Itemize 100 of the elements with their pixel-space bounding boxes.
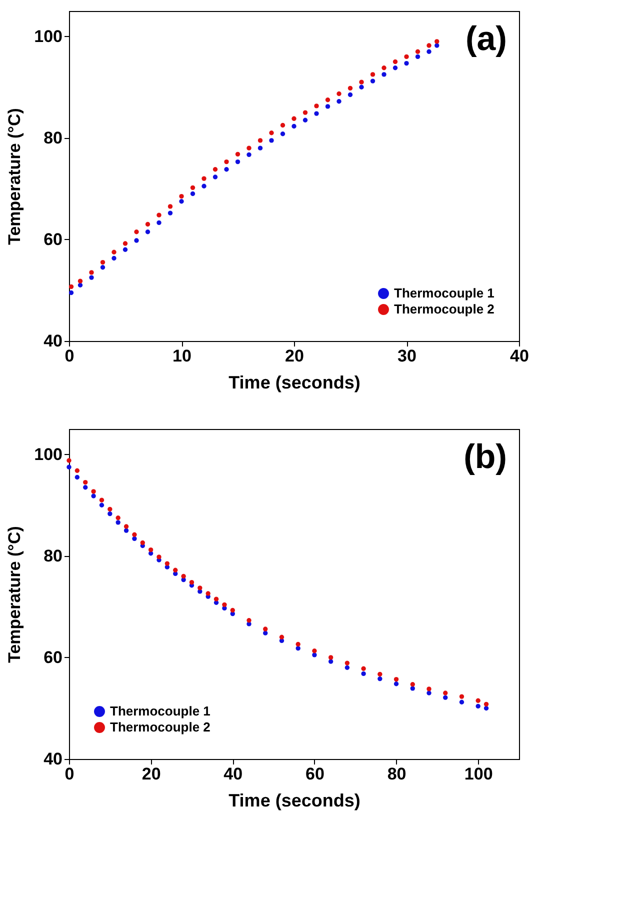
y-tick-label: 60 bbox=[44, 648, 62, 667]
point bbox=[212, 167, 218, 172]
point bbox=[280, 122, 286, 128]
point bbox=[140, 540, 145, 546]
point bbox=[296, 642, 300, 647]
point bbox=[224, 159, 229, 164]
point bbox=[392, 66, 398, 70]
x-tick-label: 0 bbox=[64, 764, 74, 784]
point bbox=[173, 568, 178, 572]
point bbox=[415, 49, 420, 54]
point bbox=[246, 618, 252, 623]
point bbox=[426, 690, 432, 696]
point bbox=[370, 78, 376, 84]
x-tick-label: 40 bbox=[224, 764, 243, 784]
y-axis-title: Temperature (°C) bbox=[5, 526, 24, 663]
point bbox=[190, 191, 196, 196]
point bbox=[74, 468, 80, 473]
point bbox=[434, 43, 440, 48]
point bbox=[325, 104, 330, 109]
x-tick-label: 40 bbox=[510, 346, 529, 366]
point bbox=[91, 494, 96, 498]
point bbox=[100, 260, 106, 265]
point bbox=[348, 86, 353, 91]
point bbox=[122, 241, 128, 246]
x-tick-label: 20 bbox=[285, 346, 304, 366]
point bbox=[246, 146, 252, 150]
point bbox=[361, 666, 366, 671]
x-tick-label: 0 bbox=[64, 346, 74, 366]
point bbox=[99, 498, 104, 502]
point bbox=[68, 284, 74, 290]
point bbox=[145, 230, 150, 234]
point bbox=[108, 511, 112, 516]
y-tick-label: 60 bbox=[44, 230, 62, 249]
point bbox=[394, 676, 399, 682]
x-tick-label: 30 bbox=[398, 346, 416, 366]
point bbox=[89, 270, 94, 275]
y-tick-label: 100 bbox=[34, 26, 62, 46]
point bbox=[116, 520, 120, 525]
point bbox=[359, 80, 364, 84]
x-axis-title: Time (seconds) bbox=[228, 790, 360, 810]
point bbox=[263, 630, 268, 636]
y-axis-title: Temperature (°C) bbox=[5, 108, 24, 245]
point bbox=[83, 480, 88, 485]
point bbox=[348, 92, 353, 98]
point bbox=[168, 210, 173, 216]
legend-label: Thermocouple 1 bbox=[394, 286, 494, 300]
point bbox=[382, 66, 386, 70]
point bbox=[230, 608, 235, 613]
annotation: (b) bbox=[464, 438, 507, 476]
point bbox=[112, 250, 116, 254]
point bbox=[222, 602, 227, 607]
x-tick-label: 10 bbox=[172, 346, 192, 366]
y-tick-label: 40 bbox=[44, 750, 62, 768]
point bbox=[378, 676, 382, 682]
point bbox=[132, 532, 137, 537]
point bbox=[108, 506, 112, 512]
point bbox=[415, 54, 420, 60]
point bbox=[224, 167, 229, 172]
point bbox=[476, 704, 480, 709]
point bbox=[434, 39, 440, 44]
point bbox=[426, 43, 432, 48]
point bbox=[89, 275, 94, 280]
legend-label: Thermocouple 1 bbox=[110, 704, 210, 718]
point bbox=[134, 238, 139, 243]
x-tick-label: 20 bbox=[142, 764, 161, 784]
point bbox=[344, 665, 350, 670]
point bbox=[112, 256, 116, 261]
point bbox=[134, 230, 139, 234]
point bbox=[336, 99, 342, 104]
y-tick-label: 100 bbox=[34, 444, 62, 464]
point bbox=[302, 110, 308, 115]
point bbox=[269, 130, 274, 136]
point bbox=[181, 574, 186, 579]
point bbox=[404, 54, 409, 60]
point bbox=[312, 648, 317, 654]
point bbox=[359, 84, 364, 90]
point bbox=[164, 561, 170, 566]
point bbox=[100, 265, 106, 270]
point bbox=[302, 118, 308, 122]
point bbox=[156, 220, 162, 226]
y-tick-label: 80 bbox=[44, 546, 62, 566]
point bbox=[258, 138, 263, 143]
point bbox=[328, 655, 334, 660]
point bbox=[484, 706, 489, 711]
point bbox=[361, 671, 366, 676]
point bbox=[202, 184, 206, 188]
point bbox=[336, 91, 342, 96]
point bbox=[235, 159, 240, 164]
point bbox=[212, 174, 218, 180]
point bbox=[124, 528, 129, 533]
point bbox=[68, 290, 74, 296]
point bbox=[124, 524, 129, 529]
point bbox=[258, 146, 263, 150]
legend-label: Thermocouple 2 bbox=[394, 302, 494, 316]
point bbox=[214, 596, 219, 602]
point bbox=[296, 646, 300, 651]
legend-label: Thermocouple 2 bbox=[110, 720, 210, 734]
point bbox=[91, 489, 96, 494]
point bbox=[206, 591, 210, 596]
point bbox=[378, 672, 382, 677]
